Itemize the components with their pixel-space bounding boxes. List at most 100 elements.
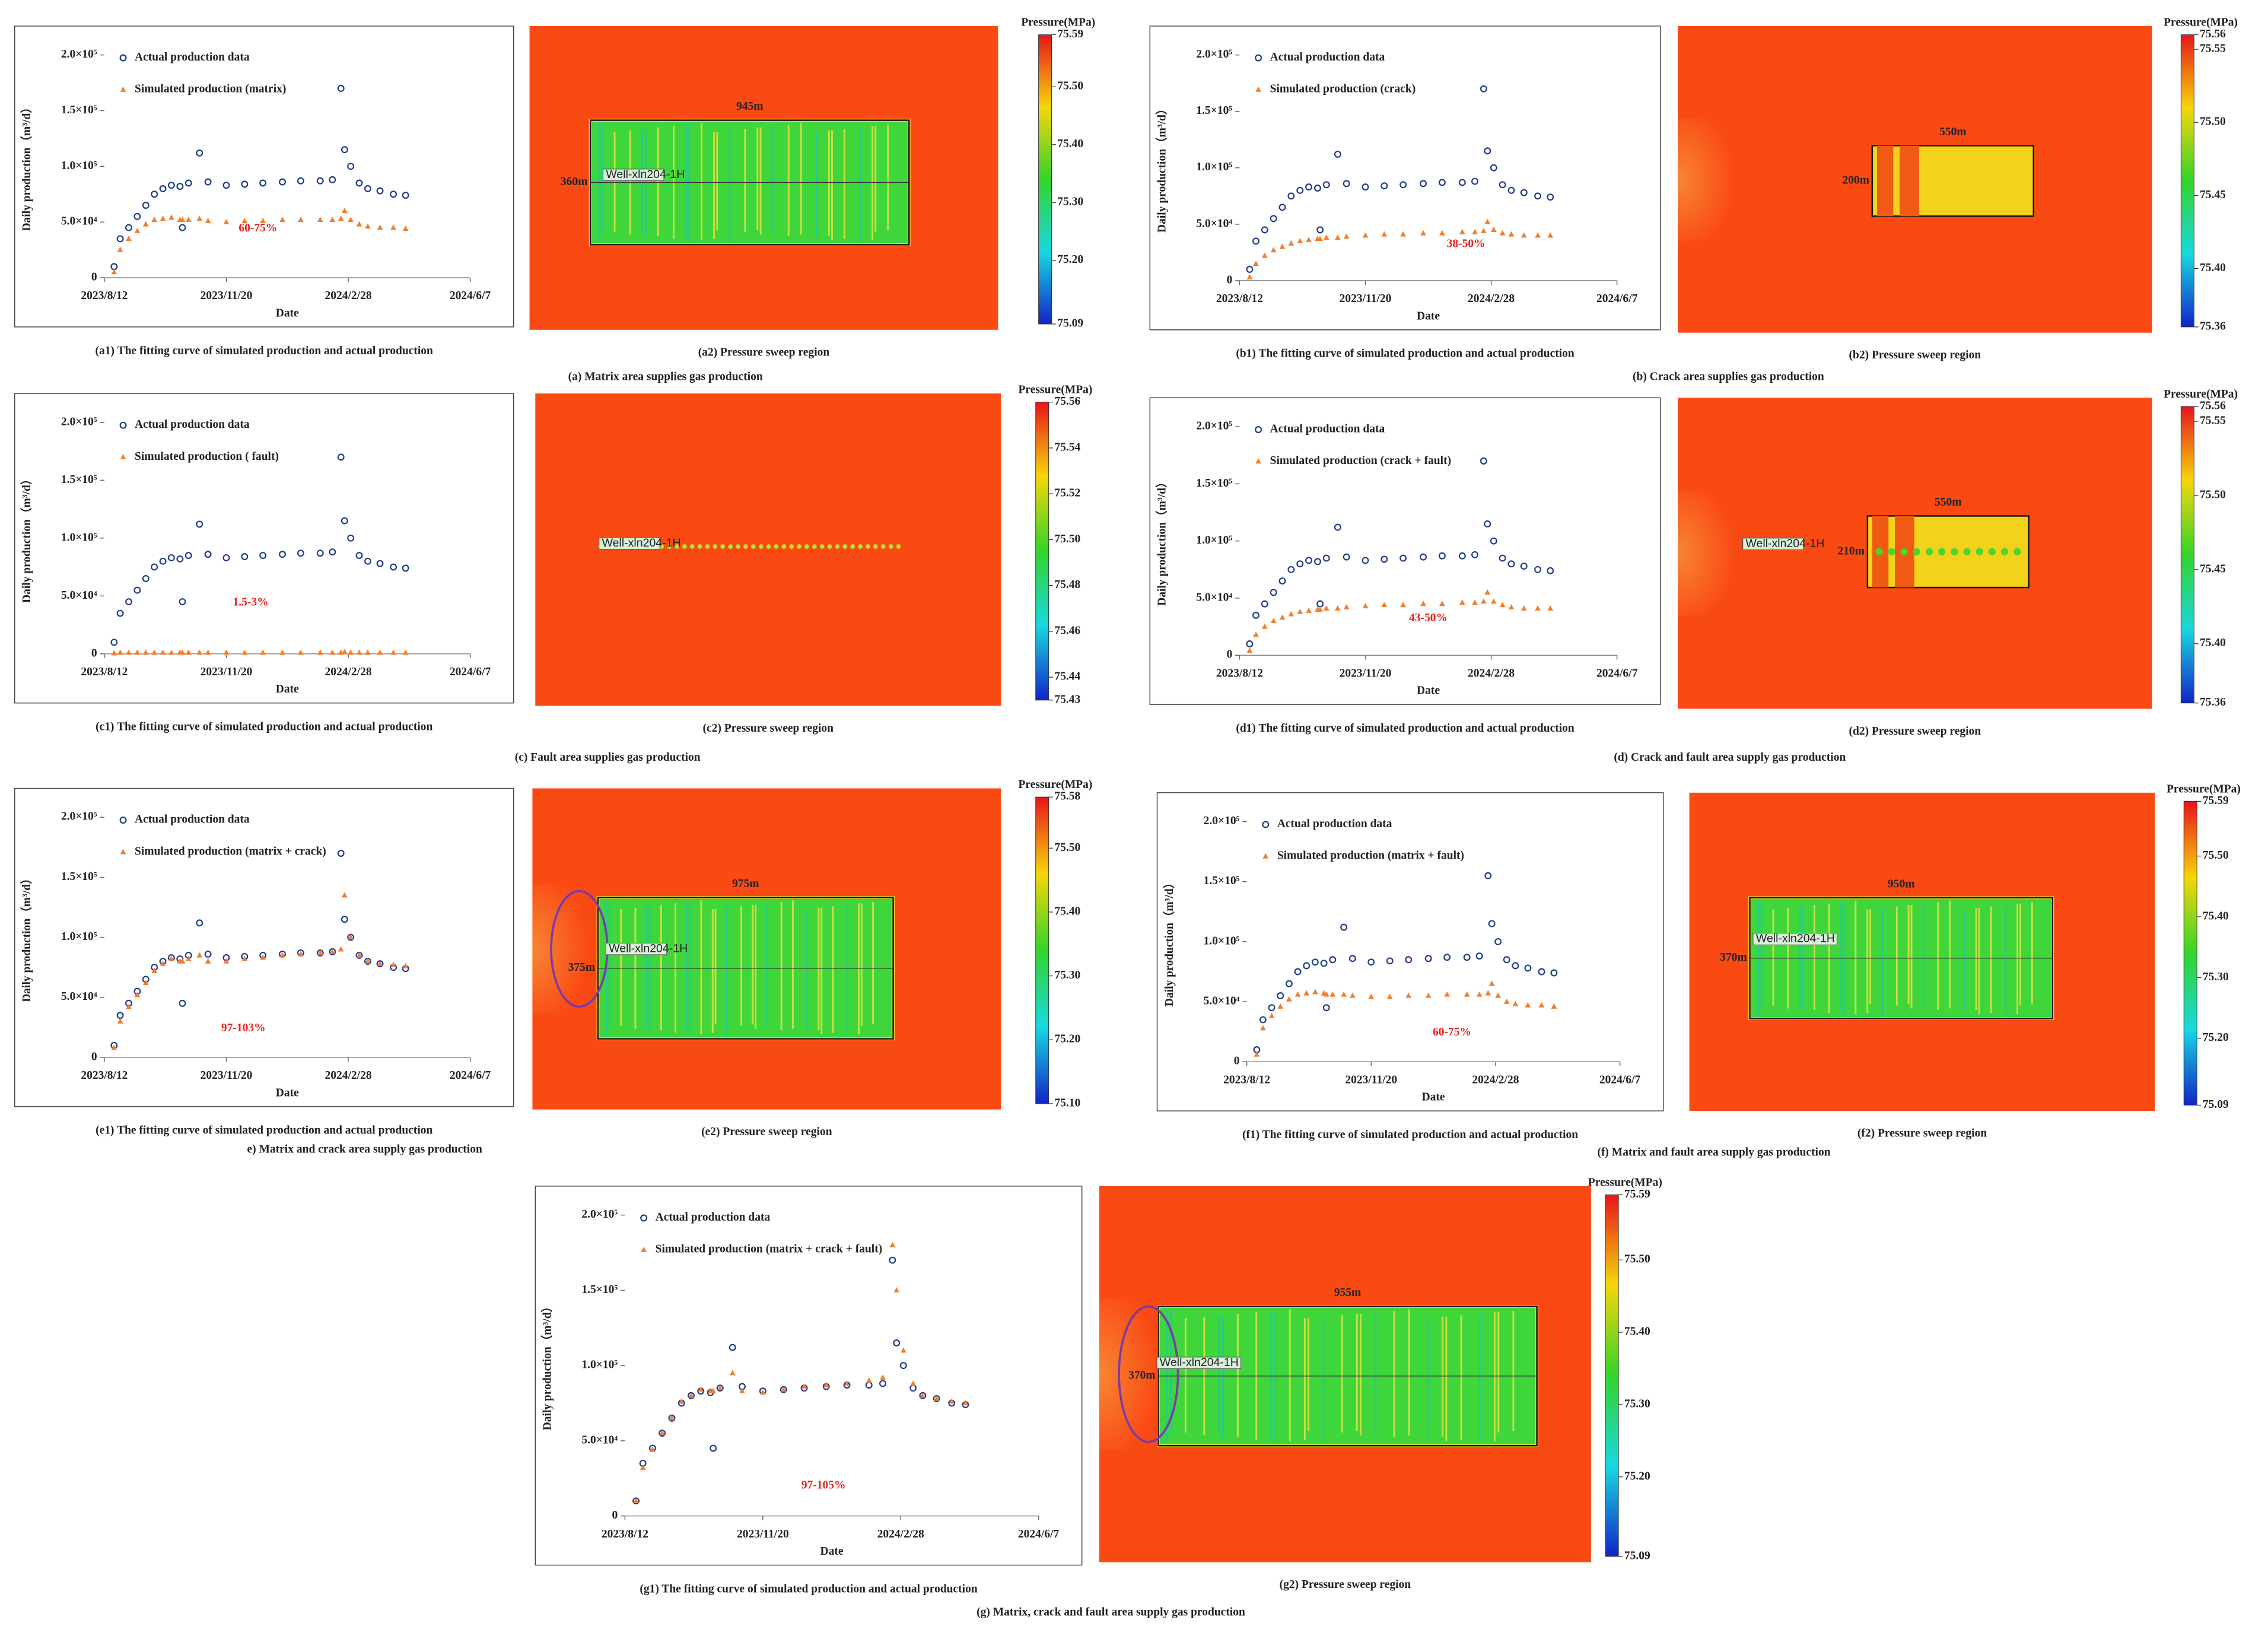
chart-frame bbox=[535, 1186, 1083, 1566]
actual-point bbox=[329, 176, 336, 183]
actual-point bbox=[1305, 557, 1313, 564]
actual-point bbox=[1285, 980, 1293, 987]
actual-point bbox=[1287, 566, 1295, 573]
simulated-point bbox=[205, 649, 211, 655]
actual-point bbox=[1538, 968, 1545, 976]
actual-point bbox=[1520, 189, 1528, 196]
simulated-point bbox=[1349, 992, 1356, 998]
simulated-point bbox=[341, 892, 348, 898]
actual-point bbox=[1334, 523, 1341, 531]
simulated-point bbox=[1472, 228, 1478, 234]
simulated-point bbox=[260, 217, 266, 223]
x-tick-label: 2024/6/7 bbox=[450, 666, 491, 678]
simulated-point bbox=[126, 649, 132, 655]
actual-point bbox=[1311, 958, 1319, 966]
simulated-point bbox=[142, 649, 149, 655]
simulated-point bbox=[205, 217, 211, 223]
y-tick-label: 5.0×10⁴ bbox=[61, 990, 97, 1003]
simulated-point bbox=[729, 1370, 736, 1375]
actual-point bbox=[1268, 1004, 1275, 1012]
x-tick-label: 2024/6/7 bbox=[450, 290, 491, 302]
actual-point bbox=[204, 950, 212, 958]
well-dot bbox=[873, 544, 878, 549]
x-tick-label: 2024/2/28 bbox=[1468, 293, 1515, 305]
chart-caption: (d1) The fitting curve of simulated prod… bbox=[1236, 722, 1574, 735]
colorbar-tick-label: 75.09 bbox=[1624, 1549, 1650, 1562]
actual-point bbox=[316, 549, 324, 557]
y-tick-label: 2.0×10⁵ bbox=[1196, 48, 1232, 61]
colorbar-tick-label: 75.20 bbox=[2203, 1031, 2229, 1044]
colorbar-tick-label: 75.40 bbox=[2200, 262, 2226, 274]
colorbar-tick-label: 75.09 bbox=[2203, 1098, 2229, 1111]
y-tick-label: 1.5×10⁵ bbox=[1196, 477, 1232, 490]
colorbar-title: Pressure(MPa) bbox=[2164, 388, 2238, 401]
y-tick-label: 1.5×10⁵ bbox=[1204, 875, 1240, 887]
simulated-point bbox=[1521, 605, 1527, 611]
annotation: 60-75% bbox=[238, 222, 277, 234]
simulated-point bbox=[1323, 234, 1329, 240]
actual-point bbox=[1380, 555, 1388, 563]
y-tick-label: 5.0×10⁴ bbox=[1196, 591, 1232, 603]
colorbar-tick-label: 75.20 bbox=[1624, 1470, 1650, 1482]
actual-point bbox=[1322, 554, 1330, 562]
simulated-point bbox=[134, 992, 141, 998]
actual-point bbox=[167, 182, 175, 189]
x-tick-label: 2023/8/12 bbox=[81, 1069, 128, 1082]
chart-caption: (a1) The fitting curve of simulated prod… bbox=[96, 345, 433, 357]
actual-point bbox=[1490, 537, 1497, 545]
simulated-point bbox=[1297, 608, 1303, 614]
actual-point bbox=[1494, 938, 1502, 945]
actual-point bbox=[1443, 954, 1451, 961]
width-label: 975m bbox=[732, 878, 759, 890]
y-tick-label: 1.0×10⁵ bbox=[61, 531, 97, 544]
actual-point bbox=[133, 586, 141, 594]
simulated-point bbox=[889, 1241, 896, 1247]
simulated-point bbox=[1535, 605, 1541, 611]
actual-point bbox=[1490, 164, 1497, 171]
map-caption: (c2) Pressure sweep region bbox=[703, 722, 834, 735]
chart-frame bbox=[1149, 397, 1661, 705]
actual-point bbox=[1499, 554, 1506, 562]
map-caption: (f2) Pressure sweep region bbox=[1857, 1127, 1987, 1140]
simulated-point bbox=[160, 649, 166, 655]
well-dot bbox=[819, 544, 825, 549]
actual-point bbox=[1484, 872, 1492, 879]
simulated-point bbox=[893, 1287, 900, 1293]
simulated-point bbox=[1260, 1025, 1266, 1031]
actual-point bbox=[1340, 923, 1348, 931]
well-dot bbox=[705, 544, 710, 549]
well-dot bbox=[842, 544, 848, 549]
map-caption: (d2) Pressure sweep region bbox=[1849, 725, 1981, 738]
simulated-point bbox=[1254, 1051, 1260, 1057]
actual-point bbox=[329, 548, 336, 556]
simulated-point bbox=[880, 1374, 886, 1380]
actual-point bbox=[1322, 181, 1330, 189]
simulated-point bbox=[1459, 228, 1465, 234]
x-tick-label: 2023/8/12 bbox=[81, 666, 128, 678]
sweep-outline bbox=[1749, 897, 2054, 1019]
y-tick-label: 5.0×10⁴ bbox=[61, 215, 97, 228]
well-dot bbox=[804, 544, 809, 549]
sweep-outline bbox=[590, 119, 910, 246]
simulated-point bbox=[1312, 989, 1318, 995]
x-tick-label: 2023/8/12 bbox=[81, 290, 128, 302]
simulated-point bbox=[1481, 227, 1487, 233]
simulated-point bbox=[1288, 611, 1294, 617]
actual-point bbox=[179, 999, 186, 1007]
legend-marker bbox=[120, 453, 126, 459]
colorbar-tick-label: 75.44 bbox=[1054, 671, 1080, 683]
colorbar-title: Pressure(MPa) bbox=[1018, 384, 1092, 396]
well-dot bbox=[888, 544, 893, 549]
y-tick-label: 1.0×10⁵ bbox=[581, 1359, 618, 1371]
simulated-point bbox=[688, 1392, 694, 1398]
actual-point bbox=[1399, 181, 1407, 189]
colorbar-tick-label: 75.50 bbox=[2200, 488, 2226, 501]
actual-point bbox=[159, 185, 167, 192]
x-tick-label: 2024/6/7 bbox=[450, 1069, 491, 1082]
simulated-point bbox=[1303, 990, 1310, 996]
actual-point bbox=[241, 180, 249, 188]
simulated-point bbox=[365, 958, 371, 964]
simulated-point bbox=[1499, 230, 1506, 236]
simulated-point bbox=[1551, 1003, 1557, 1009]
x-tick-label: 2024/2/28 bbox=[1468, 667, 1515, 679]
